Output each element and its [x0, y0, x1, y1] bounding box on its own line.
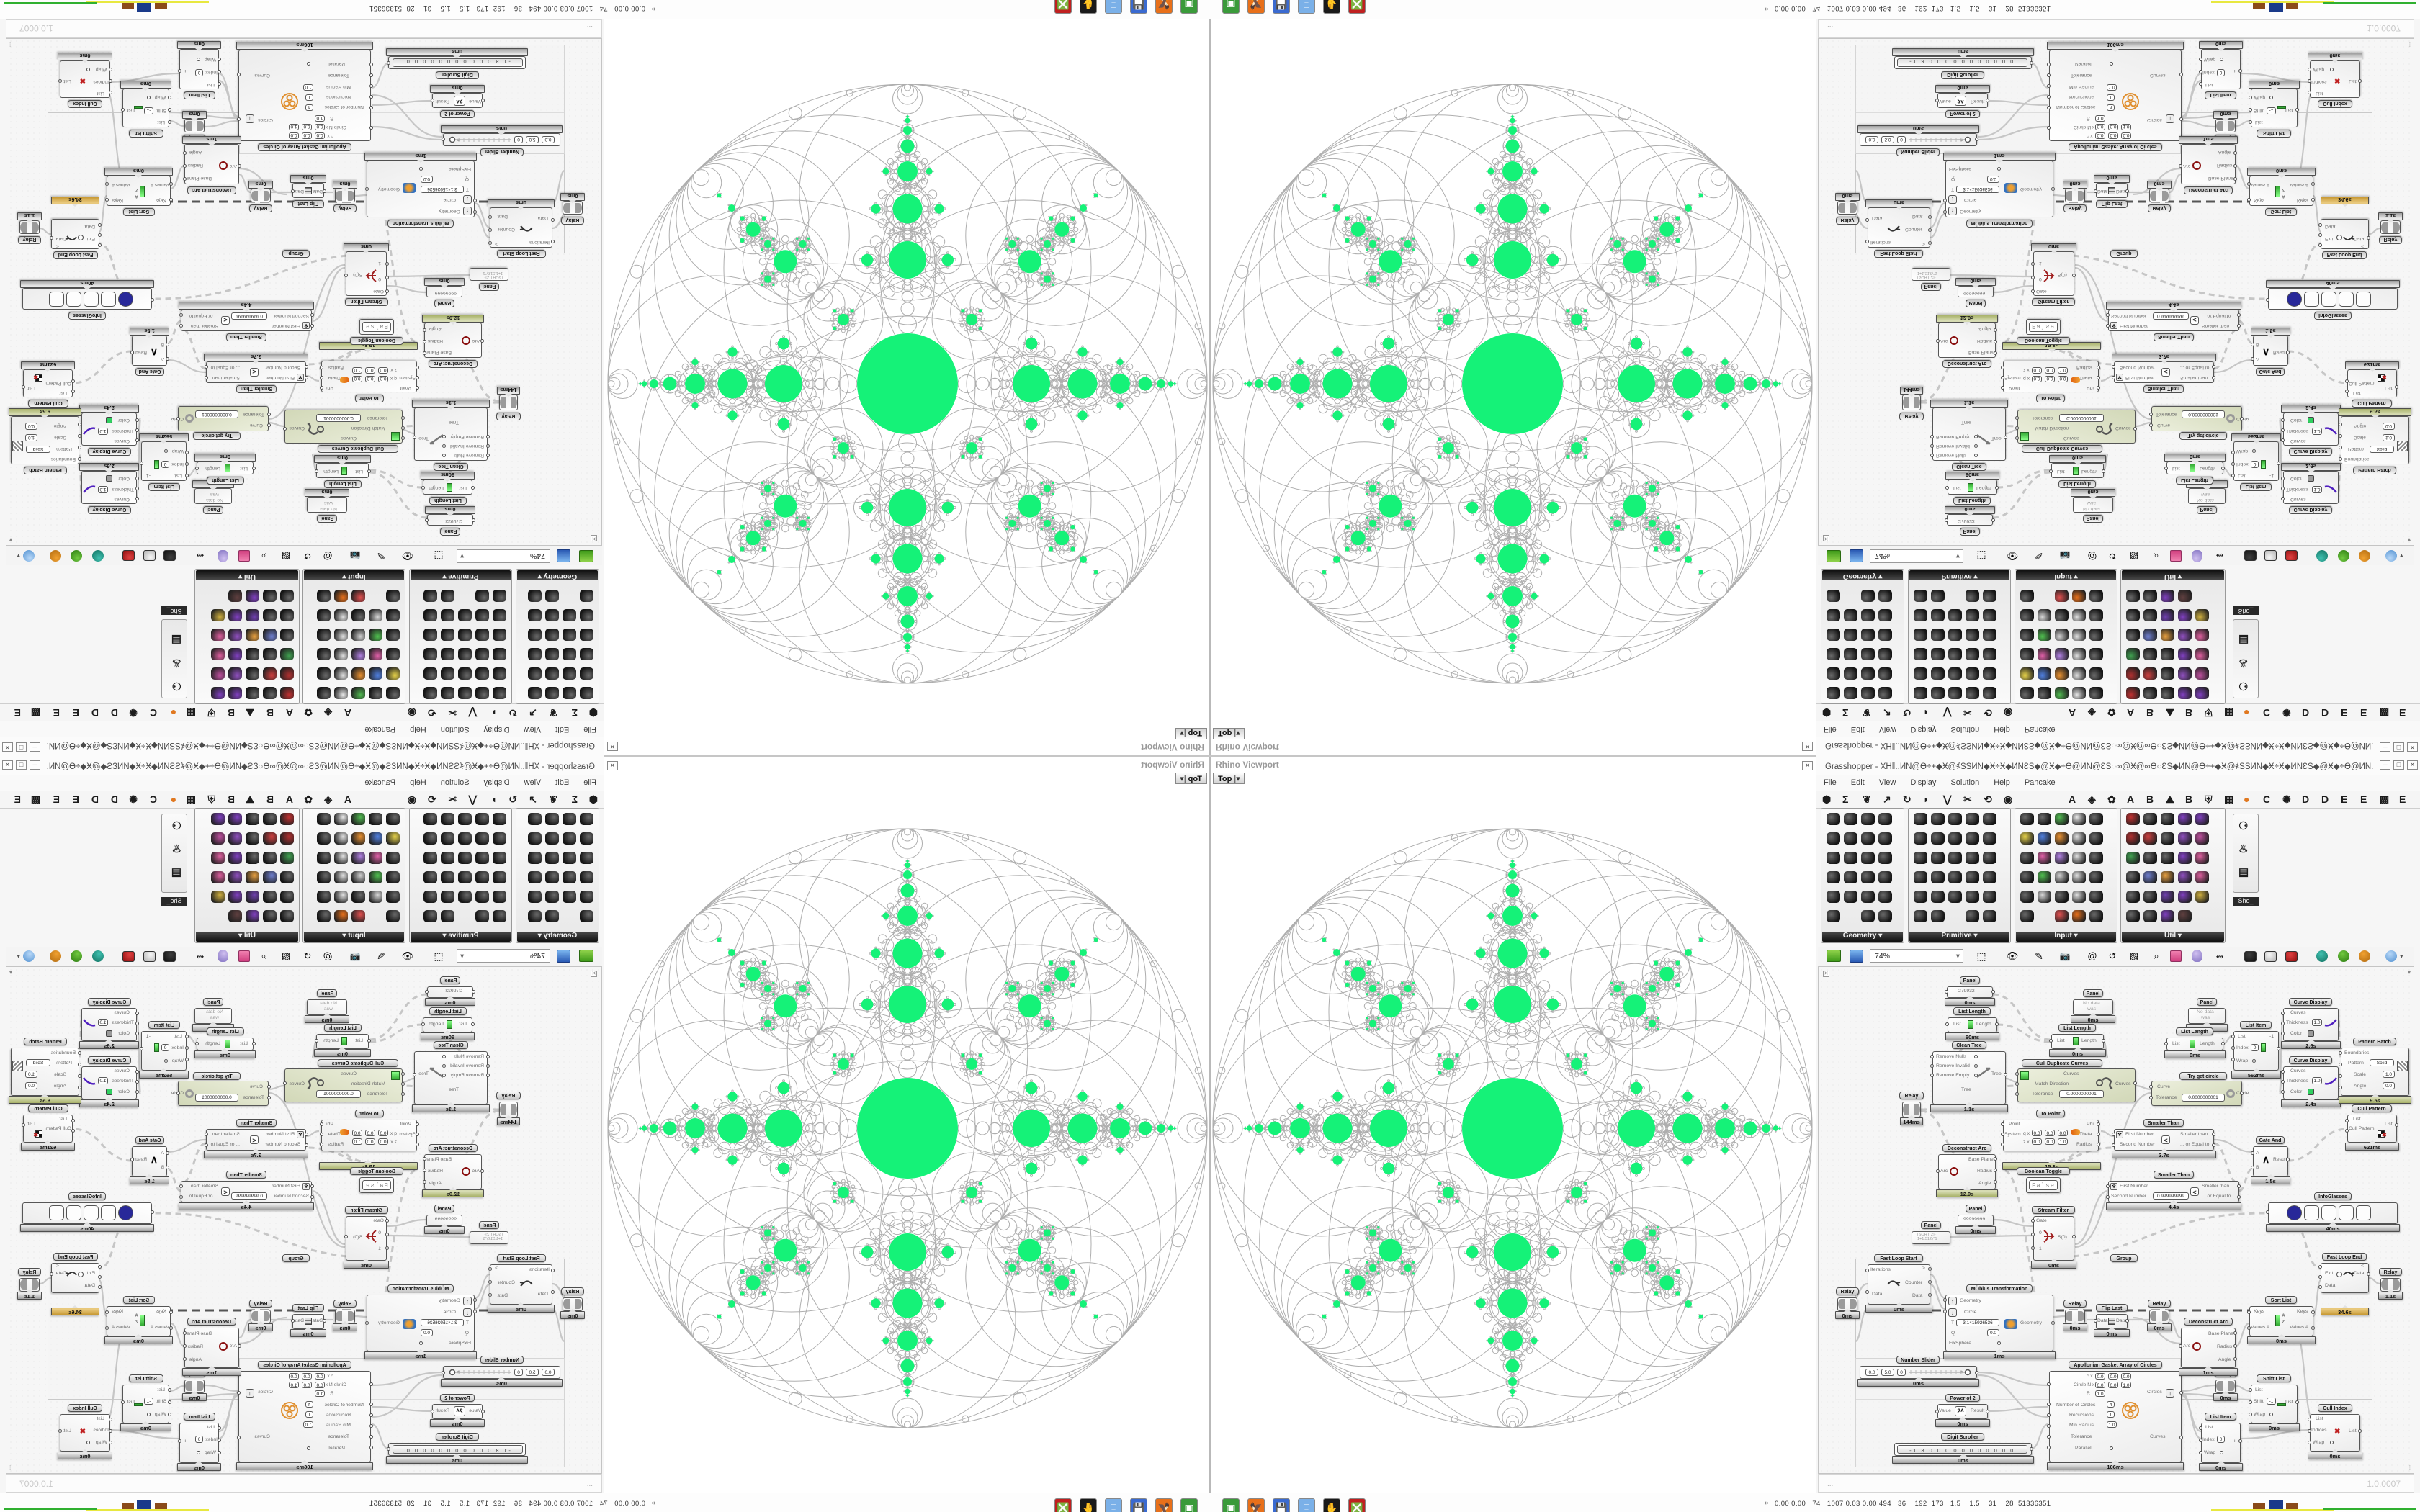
svg-text:5: 5 — [1960, 1371, 1963, 1376]
svg-text:5: 5 — [457, 1371, 460, 1376]
svg-text:5: 5 — [1960, 136, 1963, 141]
svg-text:5: 5 — [457, 136, 460, 141]
